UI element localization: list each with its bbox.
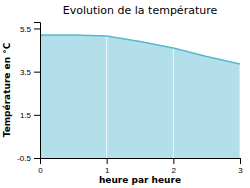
x-axis: 0 1 2 3: [38, 158, 243, 175]
tick-mark: [34, 115, 40, 116]
tick: 1: [105, 158, 110, 175]
tick-mark: [34, 158, 40, 159]
y-axis: -0.5 1.5 3.5 5.5: [17, 23, 40, 164]
tick: 1.5: [20, 111, 40, 120]
tick-label: 3: [238, 166, 243, 175]
chart: 0 1 2 3 -0.5 1.5 3.5 5.5 Evolution de la tempéra…: [0, 0, 250, 188]
tick: 5.5: [20, 25, 40, 34]
axis-line: [41, 159, 241, 165]
tick: 0: [38, 158, 43, 175]
tick-label: -0.5: [17, 154, 31, 163]
tick: 3: [238, 158, 243, 175]
grid-line: [106, 22, 107, 158]
tick-label: 1: [105, 166, 110, 175]
tick-mark: [34, 28, 40, 29]
tick-mark: [240, 158, 241, 164]
tick-label: 2: [172, 166, 177, 175]
x-label: heure par heure: [99, 175, 181, 185]
tick-label: 5.5: [20, 25, 32, 34]
plot: 0 1 2 3 -0.5 1.5 3.5 5.5: [17, 22, 243, 175]
tick-label: 1.5: [20, 111, 32, 120]
y-label: Température en °C: [2, 42, 12, 137]
area: [40, 35, 240, 158]
tick-mark: [34, 72, 40, 73]
tick: 3.5: [20, 68, 40, 77]
tick-mark: [107, 158, 108, 164]
marks: [40, 22, 240, 158]
axis-line: [34, 23, 41, 159]
tick-label: 3.5: [20, 68, 32, 77]
line: [40, 35, 240, 64]
tick: -0.5: [17, 154, 40, 163]
tick-mark: [173, 158, 174, 164]
grid-line: [240, 22, 241, 158]
tick: 2: [172, 158, 177, 175]
title: Evolution de la température: [63, 4, 218, 17]
tick-label: 0: [38, 166, 43, 175]
grid-line: [173, 22, 174, 158]
